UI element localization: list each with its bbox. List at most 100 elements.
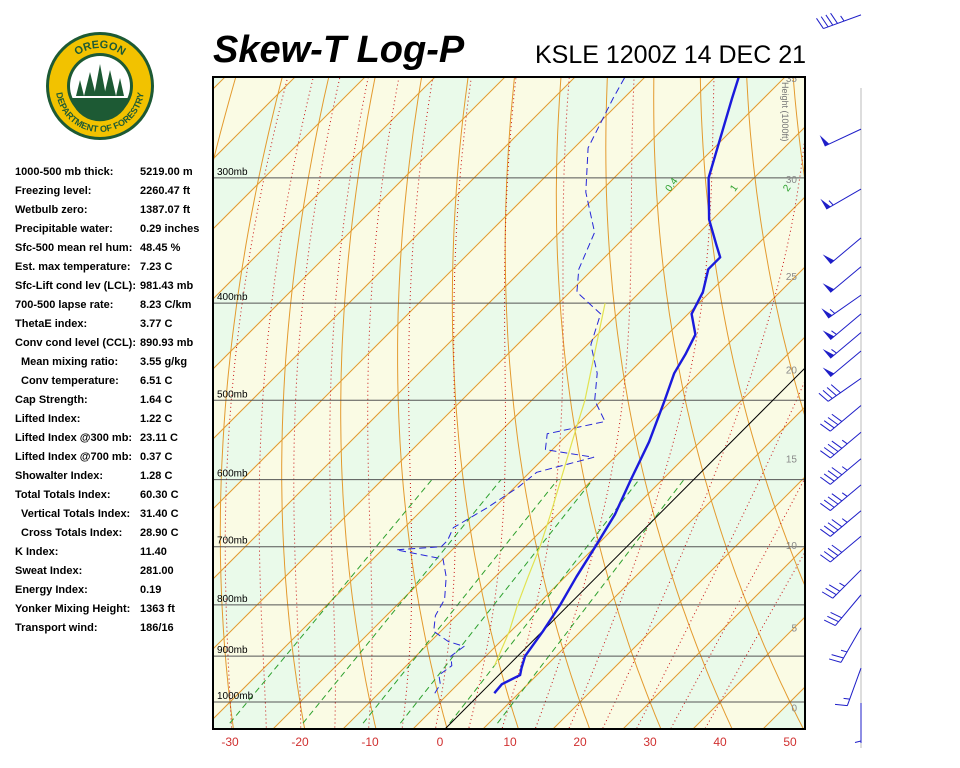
height-axis-title: Height (1000ft) xyxy=(780,82,790,142)
plot-area: 1000mb 900mb 800mb 700mb 600mb 500mb 400mb 300m… xyxy=(213,0,960,736)
stat-row: Lifted Index @300 mb: 23.11 C xyxy=(15,432,215,451)
dry-adiabat-line xyxy=(281,77,330,729)
mixing-ratio-label: 1 xyxy=(728,183,740,194)
stat-value: 60.30 C xyxy=(140,489,179,501)
wind-barb-half-flag xyxy=(841,492,848,497)
wind-barb-pennant xyxy=(822,367,835,377)
wind-barb-staff xyxy=(830,332,862,359)
dry-adiabat-line xyxy=(746,77,805,419)
wind-barb-flag xyxy=(828,584,841,592)
wind-barb-staff xyxy=(827,294,862,319)
wind-barb-flag xyxy=(831,519,843,528)
stat-row: Sfc-Lift cond lev (LCL): 981.43 mb xyxy=(15,280,215,299)
dewpoint-profile-line xyxy=(395,77,626,694)
wind-barb xyxy=(820,535,862,563)
wind-barb-pennant xyxy=(821,308,833,319)
wind-barb-flag xyxy=(816,18,824,29)
height-tick-label: 0 xyxy=(791,704,797,715)
stat-value: 0.29 inches xyxy=(140,223,200,235)
wind-barb xyxy=(854,703,862,744)
stat-label: Lifted Index @700 mb: xyxy=(15,451,133,463)
stat-label: Sweat Index: xyxy=(15,565,83,577)
dry-adiabat-line xyxy=(653,77,804,729)
chart-title: Skew-T Log-P xyxy=(213,29,465,71)
wind-barb-pennant xyxy=(820,198,831,210)
wind-barb xyxy=(834,667,862,707)
stat-row: Sweat Index: 281.00 xyxy=(15,565,215,584)
wind-barb-staff xyxy=(826,188,862,210)
wind-barb-half-flag xyxy=(841,439,848,445)
reference-line xyxy=(444,367,805,729)
x-tick-label: 0 xyxy=(437,735,444,749)
stat-label: Energy Index: xyxy=(15,584,88,596)
stat-row: Total Totals Index: 60.30 C xyxy=(15,489,215,508)
wind-barb-staff xyxy=(830,313,862,340)
stat-label: Cap Strength: xyxy=(15,394,88,406)
pressure-level-label: 300mb xyxy=(217,167,248,178)
pressure-level-label: 1000mb xyxy=(217,691,254,702)
dry-adiabat-line xyxy=(953,0,960,736)
wind-barb-flag xyxy=(830,384,841,394)
forestry-seal-icon: OREGON DEPARTMENT OF FORESTRY xyxy=(46,32,154,140)
stat-row: Freezing level: 2260.47 ft xyxy=(15,185,215,204)
dry-adiabat-line xyxy=(555,77,662,729)
wind-barb-half-flag xyxy=(828,200,834,206)
wind-barb-half-flag xyxy=(829,309,836,314)
stat-value: 0.37 C xyxy=(140,451,173,463)
dry-adiabat-line xyxy=(913,0,960,736)
wind-barb-flag xyxy=(823,551,835,560)
wind-barb xyxy=(822,266,862,293)
isotherm-line xyxy=(213,77,366,230)
stat-value: 2260.47 ft xyxy=(140,185,191,197)
wind-barb-flag xyxy=(826,387,837,396)
isotherm-line xyxy=(213,77,576,440)
wind-barb-pennant xyxy=(819,135,830,147)
stat-label: Sfc-Lift cond lev (LCL): xyxy=(15,280,136,292)
isotherm-line xyxy=(826,0,960,736)
stat-label: K Index: xyxy=(15,546,59,558)
pressure-level-label: 900mb xyxy=(217,645,248,656)
pressure-level-label: 700mb xyxy=(217,536,248,547)
stat-label: Conv cond level (CCL): xyxy=(15,337,137,349)
isotherm-band xyxy=(693,617,805,729)
wind-barb xyxy=(820,188,862,210)
stat-value: 6.51 C xyxy=(140,375,173,387)
wind-barb-staff xyxy=(830,350,862,378)
isotherm-line xyxy=(213,77,506,370)
isotherm-line xyxy=(213,77,436,300)
wind-barb xyxy=(819,128,862,147)
moist-adiabat-line xyxy=(468,77,517,729)
temperature-profile-line xyxy=(493,77,741,694)
wind-barb-flag xyxy=(827,470,839,479)
wind-barb-half-flag xyxy=(843,697,850,700)
stat-label: 1000-500 mb thick: xyxy=(15,166,114,178)
x-tick-label: 10 xyxy=(503,735,517,749)
stat-value: 31.40 C xyxy=(140,508,179,520)
wind-barb xyxy=(822,313,862,340)
wind-barb-staff xyxy=(830,484,862,511)
wind-barb-flag xyxy=(821,591,833,599)
wind-barb-flag xyxy=(823,473,835,482)
wind-barb-staff xyxy=(830,458,862,485)
dry-adiabat-line xyxy=(219,77,283,729)
wind-barb-staff xyxy=(830,266,862,293)
wind-barb-flag xyxy=(823,499,835,508)
pressure-level-label: 500mb xyxy=(217,389,248,400)
wind-barb-flag xyxy=(830,12,838,24)
wind-barb-flag xyxy=(831,413,843,422)
wind-barb-flag xyxy=(825,14,834,26)
wind-barb xyxy=(820,405,862,432)
isotherm-line xyxy=(213,77,646,510)
wind-barb-staff xyxy=(840,627,862,663)
wind-barb-staff xyxy=(832,569,862,599)
stat-row: Lifted Index: 1.22 C xyxy=(15,413,215,432)
dry-adiabat-line xyxy=(213,77,237,165)
stat-label: ThetaE index: xyxy=(15,318,88,330)
wind-barb xyxy=(821,569,862,599)
wind-barb-half-flag xyxy=(831,349,837,354)
wind-barb-staff xyxy=(830,237,862,264)
dry-adiabat-line xyxy=(504,77,591,729)
oregon-department-of-forestry-logo: OREGON DEPARTMENT OF FORESTRY xyxy=(44,30,156,142)
wind-barb-flag xyxy=(827,417,839,426)
